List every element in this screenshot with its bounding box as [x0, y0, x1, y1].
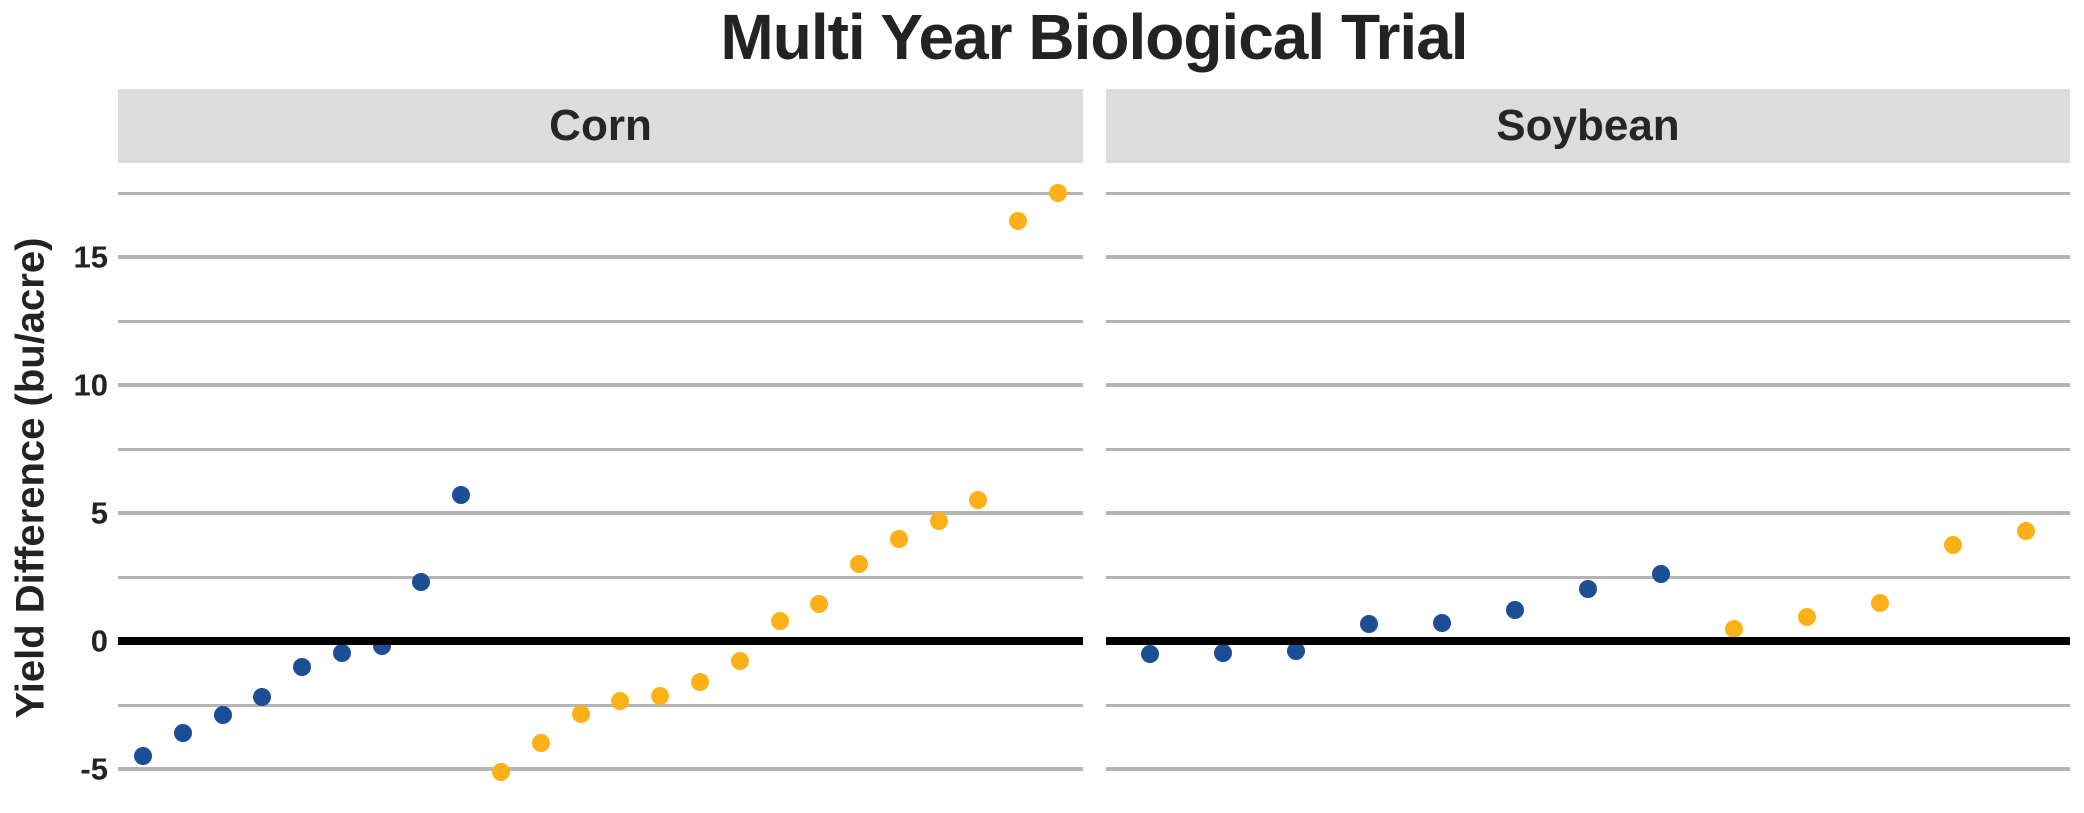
- gridline: [118, 319, 1083, 323]
- data-point-yellow: [850, 555, 869, 574]
- data-point-yellow: [730, 652, 749, 671]
- gridline: [1106, 191, 2070, 195]
- data-point-yellow: [969, 491, 988, 510]
- data-point-blue: [1287, 642, 1305, 661]
- gridline: [1106, 383, 2070, 387]
- data-point-blue: [134, 747, 152, 766]
- data-point-blue: [173, 724, 192, 743]
- data-point-yellow: [1049, 184, 1067, 202]
- data-point-blue: [1141, 644, 1159, 663]
- gridline: [118, 447, 1083, 451]
- y-tick-label: 0: [90, 623, 108, 659]
- gridline: [1106, 511, 2070, 515]
- data-point-yellow: [1944, 536, 1962, 554]
- data-point-blue: [253, 688, 272, 707]
- gridline: [118, 383, 1083, 387]
- data-point-yellow: [531, 734, 550, 753]
- data-point-yellow: [1009, 212, 1028, 231]
- zero-reference-line: [1106, 637, 2070, 645]
- data-point-blue: [1579, 579, 1597, 598]
- data-point-blue: [1506, 601, 1524, 620]
- data-point-yellow: [929, 511, 948, 530]
- facet-header: Corn: [118, 89, 1083, 163]
- data-point-yellow: [770, 611, 789, 630]
- y-tick-label: 15: [73, 239, 108, 275]
- data-point-yellow: [492, 762, 511, 781]
- data-point-yellow: [1798, 607, 1816, 626]
- facet-header: Soybean: [1106, 89, 2070, 163]
- data-point-blue: [293, 657, 312, 676]
- y-tick-label: 10: [73, 367, 108, 403]
- data-point-yellow: [2017, 521, 2035, 540]
- data-point-yellow: [1871, 593, 1889, 612]
- data-point-yellow: [651, 687, 670, 706]
- data-point-yellow: [889, 529, 908, 548]
- gridline: [118, 255, 1083, 259]
- data-point-yellow: [571, 704, 590, 723]
- data-point-blue: [332, 643, 351, 662]
- gridline: [118, 767, 1083, 771]
- data-point-blue: [452, 486, 471, 505]
- gridline: [118, 191, 1083, 195]
- data-point-blue: [412, 573, 431, 592]
- data-point-blue: [213, 706, 232, 725]
- data-point-yellow: [1725, 620, 1743, 639]
- data-point-blue: [1360, 615, 1378, 634]
- zero-reference-line: [118, 637, 1083, 645]
- data-point-yellow: [611, 692, 630, 711]
- gridline: [1106, 447, 2070, 451]
- gridline: [118, 703, 1083, 707]
- data-point-blue: [1214, 643, 1232, 662]
- gridline: [118, 575, 1083, 579]
- y-tick-label: 5: [90, 495, 108, 531]
- gridline: [1106, 703, 2070, 707]
- gridline: [1106, 575, 2070, 579]
- y-tick-label: -5: [80, 751, 108, 787]
- gridline: [1106, 767, 2070, 771]
- gridline: [1106, 319, 2070, 323]
- data-point-yellow: [810, 594, 829, 613]
- data-point-blue: [1652, 565, 1670, 584]
- chart-title: Multi Year Biological Trial: [720, 1, 1468, 73]
- facet-label: Corn: [549, 101, 652, 150]
- data-point-yellow: [690, 672, 709, 691]
- gridline: [118, 511, 1083, 515]
- gridline: [1106, 255, 2070, 259]
- data-point-blue: [1433, 614, 1451, 633]
- facet-label: Soybean: [1496, 101, 1680, 150]
